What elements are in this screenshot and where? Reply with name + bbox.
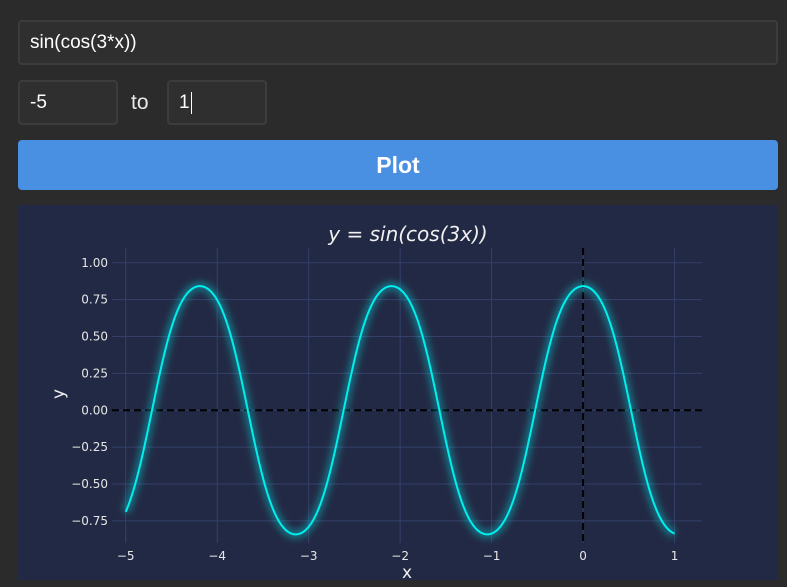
text-caret bbox=[190, 91, 192, 114]
x-tick-label: 1 bbox=[671, 549, 679, 563]
x-tick-label: −3 bbox=[300, 549, 318, 563]
expression-value: sin(cos(3*x)) bbox=[30, 31, 137, 53]
expression-input[interactable]: sin(cos(3*x)) bbox=[18, 20, 778, 65]
x-tick-label: 0 bbox=[579, 549, 587, 563]
reference-lines bbox=[112, 248, 702, 543]
y-tick-label: 1.00 bbox=[81, 256, 108, 270]
x-tick-label: −4 bbox=[208, 549, 226, 563]
x-tick-label: −2 bbox=[391, 549, 409, 563]
y-tick-label: −0.50 bbox=[71, 477, 108, 491]
y-axis-label: y bbox=[49, 389, 69, 399]
y-tick-label: 0.25 bbox=[81, 366, 108, 380]
range-to-value: 1 bbox=[179, 91, 190, 113]
chart-svg: −5 −4 −3 −2 −1 0 1 1.00 0.75 0.50 0.25 0.00 −0.25 −0.… bbox=[49, 222, 702, 580]
y-tick-label: 0.50 bbox=[81, 330, 108, 344]
x-axis-label: x bbox=[402, 563, 412, 580]
range-to-label: to bbox=[131, 90, 149, 114]
x-tick-label: −1 bbox=[483, 549, 501, 563]
curve-layer bbox=[121, 281, 677, 539]
plot-button[interactable]: Plot bbox=[18, 140, 778, 190]
range-from-input[interactable]: -5 bbox=[18, 80, 118, 125]
range-from-value: -5 bbox=[30, 91, 47, 113]
x-tick-label: −5 bbox=[117, 549, 135, 563]
curve-line bbox=[124, 285, 675, 536]
y-tick-label: −0.25 bbox=[71, 440, 108, 454]
chart-title: y = sin(cos(3x)) bbox=[327, 222, 487, 246]
y-tick-label: 0.75 bbox=[81, 293, 108, 307]
range-to-input[interactable]: 1 bbox=[167, 80, 267, 125]
tick-labels: −5 −4 −3 −2 −1 0 1 1.00 0.75 0.50 0.25 0.00 −0.25 −0.… bbox=[71, 256, 678, 563]
plot-area: −5 −4 −3 −2 −1 0 1 1.00 0.75 0.50 0.25 0.00 −0.25 −0.… bbox=[18, 205, 778, 580]
y-tick-label: 0.00 bbox=[81, 403, 108, 417]
y-tick-label: −0.75 bbox=[71, 514, 108, 528]
